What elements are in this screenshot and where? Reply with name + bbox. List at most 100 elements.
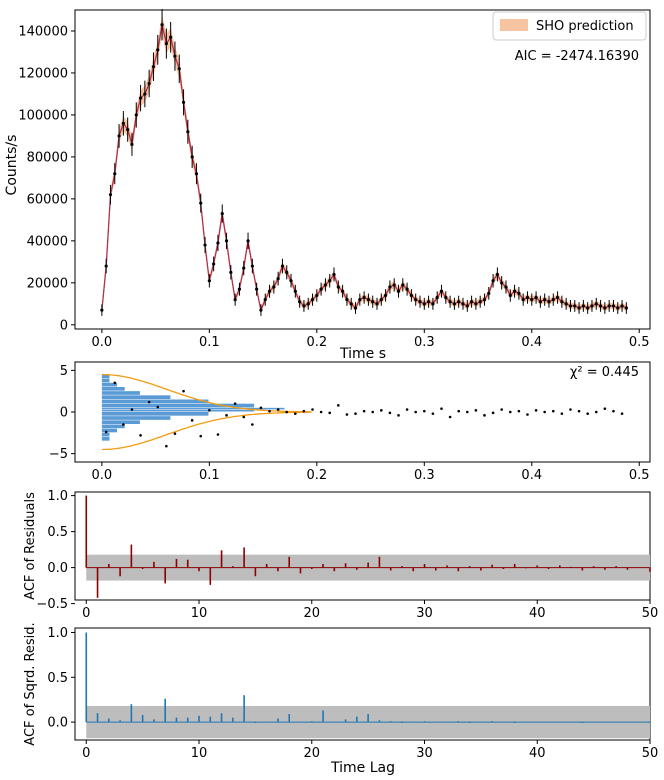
data-point xyxy=(482,298,487,302)
residual-point xyxy=(165,444,168,448)
residual-point xyxy=(620,412,624,415)
residual-point xyxy=(285,410,289,414)
data-point xyxy=(207,279,211,283)
residual-point xyxy=(603,407,607,410)
acf-squared-bars xyxy=(85,632,651,739)
residual-point xyxy=(362,409,366,413)
residual-point xyxy=(551,409,555,413)
data-point xyxy=(418,300,422,304)
sho-model-lines xyxy=(101,24,627,313)
residual-point xyxy=(431,412,435,415)
residuals-x-tick-label: 0.2 xyxy=(306,468,327,483)
data-point xyxy=(521,298,525,302)
data-point xyxy=(517,291,521,295)
acf-squared-axes-frame xyxy=(74,627,651,741)
data-point xyxy=(478,300,482,304)
residual-point xyxy=(354,412,357,415)
histogram-bar xyxy=(101,432,110,437)
data-point xyxy=(194,172,199,176)
legend-frame xyxy=(492,11,647,41)
residual-point xyxy=(612,409,615,413)
data-point xyxy=(126,128,130,132)
data-point xyxy=(130,142,134,146)
data-point xyxy=(255,287,259,291)
data-point xyxy=(396,289,401,293)
residual-histogram xyxy=(101,374,285,441)
data-point xyxy=(388,285,392,289)
data-point xyxy=(250,264,254,268)
light-curve-x-ticks: 0.0 0.1 0.2 0.3 0.4 0.5 xyxy=(92,329,650,350)
residual-point xyxy=(216,433,220,436)
data-point xyxy=(560,300,564,304)
data-point xyxy=(319,287,323,291)
data-point xyxy=(414,298,418,302)
acf-residual-x-tick-label: 0 xyxy=(82,606,90,621)
light-curve-y-ticks: 0 20000 40000 60000 80000 100000 120000 140000 xyxy=(18,24,75,333)
data-point xyxy=(405,287,409,291)
data-point xyxy=(328,279,332,283)
data-point xyxy=(491,279,495,283)
acf-residuals-axes-frame xyxy=(74,491,651,601)
histogram-bar xyxy=(101,424,125,429)
data-point xyxy=(538,300,542,304)
sho-model-line-purple xyxy=(101,24,627,313)
light-curve-y-tick-label: 140000 xyxy=(18,24,68,39)
data-point xyxy=(220,211,224,216)
legend-swatch xyxy=(500,19,528,31)
acf-squared-x-tick-label: 40 xyxy=(529,746,546,761)
data-point xyxy=(401,283,405,287)
data-point xyxy=(276,277,280,281)
acf-squared-y-tick-label: 0.0 xyxy=(47,716,68,731)
residual-point xyxy=(122,423,125,426)
data-point xyxy=(530,298,534,302)
residual-point xyxy=(268,409,271,413)
histogram-bar xyxy=(101,387,125,391)
data-point xyxy=(246,239,250,243)
residuals-x-tick-label: 0.4 xyxy=(521,468,542,483)
residual-point xyxy=(457,409,460,413)
data-point xyxy=(581,304,585,308)
data-point xyxy=(186,130,190,134)
residual-point xyxy=(371,410,375,414)
residual-point xyxy=(465,410,469,414)
data-point xyxy=(568,304,573,308)
residual-point xyxy=(276,408,280,411)
residual-point xyxy=(500,408,503,411)
residual-point xyxy=(328,411,332,415)
residual-point xyxy=(405,408,409,411)
data-point xyxy=(512,289,517,293)
residuals-panel: 0.0 0.1 0.2 0.3 0.4 0.5 −5 0 5 χ² = 0.445 xyxy=(49,361,651,483)
light-curve-x-tick-label: 0.1 xyxy=(199,335,220,350)
data-point xyxy=(353,306,358,310)
acf-residual-y-tick-label: 1.0 xyxy=(47,489,68,504)
acf-squared-y-ticks: 0.0 0.5 1.0 xyxy=(47,626,75,731)
residual-point xyxy=(199,434,203,438)
data-point xyxy=(143,92,147,96)
residuals-y-tick-label: −5 xyxy=(49,447,68,462)
data-point xyxy=(564,302,568,306)
light-curve-points xyxy=(100,8,628,316)
data-point xyxy=(323,283,328,287)
acf-squared-y-tick-label: 1.0 xyxy=(47,626,68,641)
residual-point xyxy=(104,430,108,434)
residual-point xyxy=(508,410,512,414)
data-point xyxy=(598,304,603,308)
data-point xyxy=(237,287,242,291)
data-point xyxy=(216,241,220,245)
residual-point xyxy=(302,409,306,413)
data-point xyxy=(224,239,229,243)
acf-squared-x-tick-label: 10 xyxy=(191,746,208,761)
data-point xyxy=(156,48,160,52)
data-point xyxy=(543,298,547,302)
data-point xyxy=(151,65,156,69)
acf-residual-x-tick-label: 20 xyxy=(303,606,320,621)
data-point xyxy=(426,300,431,304)
residual-point xyxy=(380,409,383,412)
light-curve-y-tick-label: 120000 xyxy=(18,66,68,81)
data-point xyxy=(117,134,121,138)
data-point xyxy=(289,279,293,283)
residual-point xyxy=(517,409,521,413)
data-point xyxy=(611,304,616,308)
acf-squared-x-tick-label: 0 xyxy=(82,746,90,761)
data-point xyxy=(121,121,125,125)
